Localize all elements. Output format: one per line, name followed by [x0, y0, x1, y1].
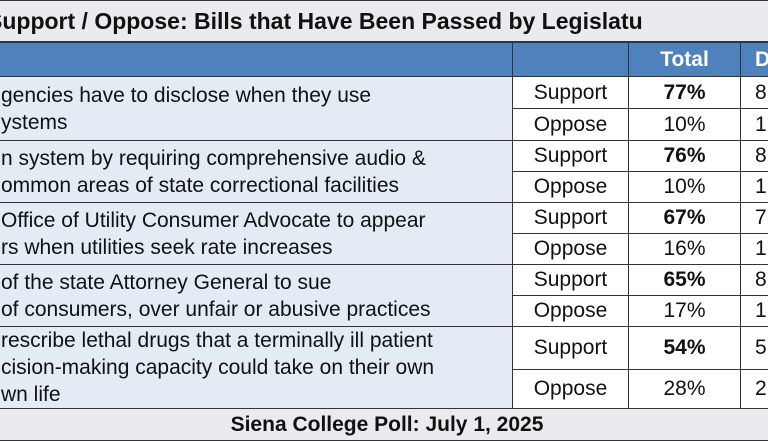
question-line: rs when utilities seek rate increases	[1, 235, 333, 259]
total-value: 28%	[628, 369, 741, 409]
total-value: 65%	[628, 264, 741, 296]
title-text: Support / Oppose: Bills that Have Been P…	[0, 7, 643, 34]
question-line: wn life	[1, 383, 61, 406]
total-value: 54%	[628, 326, 741, 370]
footer: Siena College Poll: July 1, 2025	[0, 408, 768, 441]
stance-label: Support	[512, 76, 629, 109]
stance-label: Oppose	[512, 369, 629, 409]
d-value: 2	[740, 369, 768, 409]
stance-label: Oppose	[512, 108, 629, 141]
header-blank	[512, 42, 629, 77]
question-line: rescribe lethal drugs that a terminally …	[1, 329, 433, 352]
d-value: 1	[740, 295, 768, 327]
stance-label: Oppose	[512, 295, 629, 327]
d-value: 1	[740, 171, 768, 203]
question-cell: n system by requiring comprehensive audi…	[0, 140, 514, 203]
question-cell: Office of Utility Consumer Advocate to a…	[0, 202, 514, 265]
question-line: ystems	[1, 110, 68, 134]
d-value: 5	[740, 326, 768, 370]
question-line: of the state Attorney General to sue	[1, 270, 332, 294]
table-title: Support / Oppose: Bills that Have Been P…	[0, 0, 768, 42]
header-blank	[0, 42, 514, 77]
stance-label: Support	[512, 326, 629, 370]
question-line: ommon areas of state correctional facili…	[1, 173, 400, 197]
d-value: 1	[740, 233, 768, 265]
question-line: gencies have to disclose when they use	[1, 83, 372, 107]
total-value: 16%	[628, 233, 741, 265]
stance-label: Support	[512, 264, 629, 296]
question-line: of consumers, over unfair or abusive pra…	[1, 297, 431, 321]
question-cell: gencies have to disclose when they use ys…	[0, 76, 514, 141]
d-value: 8	[740, 140, 768, 172]
question-line: n system by requiring comprehensive audi…	[1, 146, 426, 170]
total-value: 10%	[628, 171, 741, 203]
header-d: D	[740, 42, 768, 77]
stance-label: Support	[512, 140, 629, 172]
header-total: Total	[628, 42, 741, 77]
d-value: 8	[740, 264, 768, 296]
question-cell: of the state Attorney General to sue of c…	[0, 264, 514, 327]
stance-label: Support	[512, 202, 629, 234]
d-value: 8	[740, 76, 768, 109]
question-line: Office of Utility Consumer Advocate to a…	[1, 208, 426, 232]
total-value: 17%	[628, 295, 741, 327]
d-value: 7	[740, 202, 768, 234]
question-line: cision-making capacity could take on the…	[1, 356, 435, 379]
total-value: 76%	[628, 140, 741, 172]
total-value: 10%	[628, 108, 741, 141]
d-value: 1	[740, 108, 768, 141]
question-cell: rescribe lethal drugs that a terminally …	[0, 326, 514, 409]
stance-label: Oppose	[512, 171, 629, 203]
stance-label: Oppose	[512, 233, 629, 265]
total-value: 67%	[628, 202, 741, 234]
total-value: 77%	[628, 76, 741, 109]
